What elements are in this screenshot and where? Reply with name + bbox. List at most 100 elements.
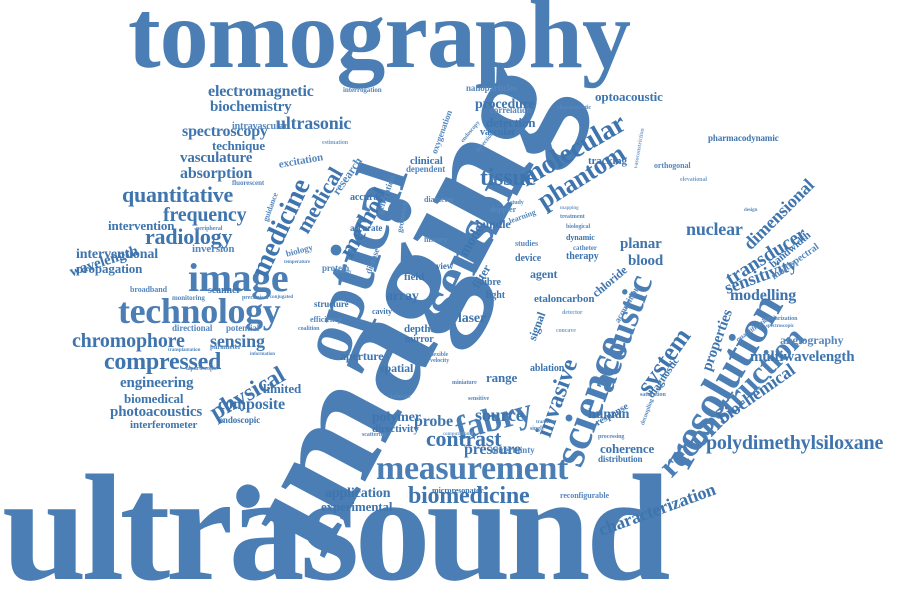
word-experimental: experimental [321,499,393,514]
word-mirror: mirror [405,334,434,345]
word-field: field [404,271,425,283]
word-studies: studies [515,239,539,248]
word-nanoparticles: nanoparticles [466,83,517,93]
word-efficiency: efficiency [310,315,342,324]
word-therapy: therapy [566,251,599,262]
word-information: information [250,352,276,357]
word-accurate: accurate [350,223,383,233]
word-vascular: vascular [480,127,516,138]
word-design: design [744,208,758,213]
word-polymer: polymer [372,410,421,425]
word-excitation: excitation [277,151,324,171]
word-mapping: mapping [560,206,579,211]
word-technique: technique [212,138,266,153]
word-estimation: estimation [322,140,349,146]
word-intravascular: intravascular [232,121,288,132]
word-broadband: broadband [130,285,167,294]
word-contrast: contrast [426,426,502,451]
word-polydimethylsiloxane: polydimethylsiloxane [706,432,884,454]
word-limited: limited [263,381,302,396]
word-protein: protein [322,263,350,273]
word-transplantation: transplantation [168,348,201,353]
word-dynamic: dynamic [566,233,595,242]
word-clathrate: clathrate [388,394,411,400]
word-depth: depth [404,323,431,335]
word-history: history [424,235,448,244]
word-elevational: elevational [680,177,708,183]
word-detector: detector [562,310,583,316]
word-source: source [475,405,524,425]
word-diameter: diameter [424,195,455,204]
word-directivity: directivity [372,423,419,435]
word-transient: transient [536,420,555,425]
word-sensitive: sensitive [468,396,490,402]
word-absorption: absorption [180,165,253,182]
word-application: application [325,486,391,501]
word-biological: biological [566,224,591,230]
word-microresonator: microresonator [432,486,484,495]
word-processing: processing [598,434,625,440]
word-coalition: coalition [298,326,320,332]
word-cavity: cavity [372,307,392,316]
word-pharmacodynamic: pharmacodynamic [708,133,779,143]
word-planar: planar [620,236,662,252]
word-pressure: pressure [464,441,521,458]
word-engineering: engineering [120,375,194,391]
word-modality: modality [333,270,352,275]
word-photoacoustics: photoacoustics [110,404,203,420]
word-catheter: catheter [573,244,597,252]
word-vasculature: vasculature [180,150,253,166]
word-accuracy: accuracy [350,192,388,203]
word-nuclear: nuclear [686,219,743,239]
word-preclinical: preclinical [242,295,269,301]
word-intervention: intervention [108,218,175,233]
word-uncertainty: uncertainty [491,445,535,455]
word-ablation: ablation [530,363,565,374]
word-velocity: velocity [430,358,450,364]
word-chromophore: chromophore [72,330,185,352]
word-conjugated: conjugated [270,295,294,300]
word-temperature: temperature [284,260,311,265]
word-clinical: clinical [410,155,443,167]
word-treatment: treatment [560,214,585,220]
word-single: single [530,426,545,432]
word-concave: concave [556,328,576,334]
word-inversion: inversion [192,243,235,255]
word-quantitative: quantitative [122,182,234,207]
word-study: study [510,200,524,206]
word-composite: composite [218,396,285,413]
word-saturation: saturation [640,392,666,398]
word-human: human [588,407,630,422]
word-angiography: angiography [780,333,844,347]
word-blood: blood [628,253,664,269]
word-decoupling: decoupling [640,398,656,427]
word-tissue: tissue [480,165,536,191]
word-bundle: bundle [476,217,511,231]
word-etalon: etalon [534,293,563,305]
word-spectroscopy: spectroscopy [182,123,268,140]
word-flexible: flexible [430,352,449,358]
word-miniature: miniature [452,380,477,386]
word-coherence: coherence [600,441,655,456]
word-multiwavelength: multiwavelength [750,349,855,365]
word-light: light [486,290,505,301]
word-tracking: tracking [588,155,627,167]
word-propagation: propagation [76,261,143,276]
word-view: view [436,261,454,271]
word-range: range [486,370,518,385]
word-procedure: procedure [475,97,535,112]
word-distribution: distribution [598,454,643,464]
word-probe: probe [414,413,453,430]
word-vasoconstriction: vasoconstriction [633,127,646,170]
word-optoacoustic: optoacoustic [595,89,663,104]
word-detection: detection [486,115,536,130]
word-agent: agent [530,267,558,281]
word-technology: technology [118,291,281,331]
word-tomography: tomography [128,0,631,89]
word-spectroscopic: spectroscopic [766,324,794,329]
word-measurement: measurement [376,450,569,487]
word-ultrasonic: ultrasonic [276,113,352,133]
word-characteristic: characteristic [557,105,592,111]
word-interventional: interventional [76,247,159,262]
